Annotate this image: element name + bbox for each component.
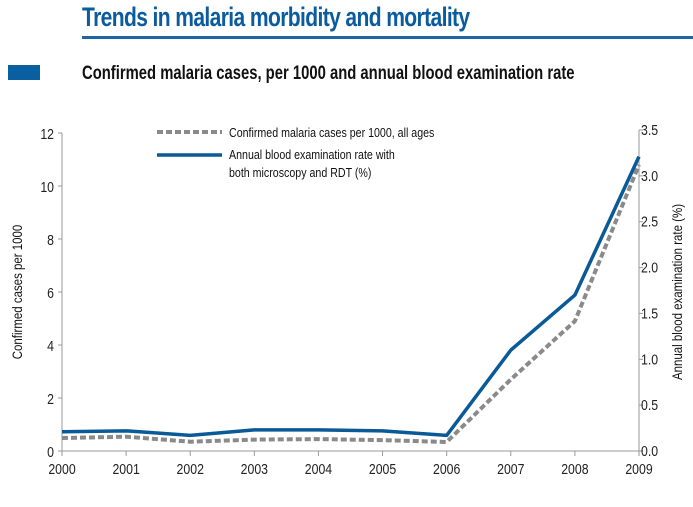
right-tick-label: 3.0 [641,168,658,184]
left-tick-label: 0 [47,444,54,460]
x-tick-label: 2007 [497,461,524,477]
legend-label-blood-exam-rate-line1: Annual blood examination rate with [229,147,395,162]
section-bullet-marker [8,65,40,80]
left-tick-label: 2 [47,391,54,407]
legend-label-blood-exam-rate-line2: both microscopy and RDT (%) [229,165,371,180]
right-tick-label: 2.0 [641,259,658,275]
right-tick-label: 0.5 [641,397,658,413]
x-tick-label: 2002 [177,461,204,477]
y-axis-title-right: Annual blood examination rate (%) [669,204,685,380]
x-tick-label: 2008 [561,461,589,477]
y-axis-title-left: Confirmed cases per 1000 [9,225,25,360]
series-line-confirmed-cases [61,164,641,444]
right-tick-label: 1.0 [641,351,658,367]
x-tick-label: 2001 [112,461,139,477]
x-tick-label: 2009 [625,461,652,477]
left-tick-label: 12 [40,126,54,142]
right-tick-label: 2.5 [641,214,658,230]
x-tick-label: 2000 [48,461,76,477]
right-axis-ticks: 0.0 0.5 1.0 1.5 2.0 2.5 3.0 3.5 [639,122,658,459]
right-tick-label: 3.5 [641,122,658,138]
page-title: Trends in malaria morbidity and mortalit… [82,2,470,32]
left-tick-label: 10 [40,179,54,195]
x-tick-label: 2003 [241,461,269,477]
series-line-blood-exam-rate [61,155,641,438]
x-tick-label: 2004 [305,461,333,477]
chart-subtitle: Confirmed malaria cases, per 1000 and an… [82,63,575,84]
series [61,155,641,444]
title-underline [82,36,693,39]
right-tick-label: 1.5 [641,305,658,321]
x-tick-label: 2006 [433,461,461,477]
left-axis-ticks: 0 2 4 6 8 10 12 [40,126,62,460]
right-tick-label: 0.0 [641,443,658,459]
left-tick-label: 6 [47,285,54,301]
legend: Confirmed malaria cases per 1000, all ag… [157,125,434,180]
left-tick-label: 4 [47,338,54,354]
x-axis-ticks: 2000 2001 2002 2003 2004 2005 2006 2007 2008 2009 [48,451,653,477]
x-tick-label: 2005 [369,461,397,477]
left-tick-label: 8 [47,232,54,248]
legend-label-confirmed-cases: Confirmed malaria cases per 1000, all ag… [229,125,434,140]
